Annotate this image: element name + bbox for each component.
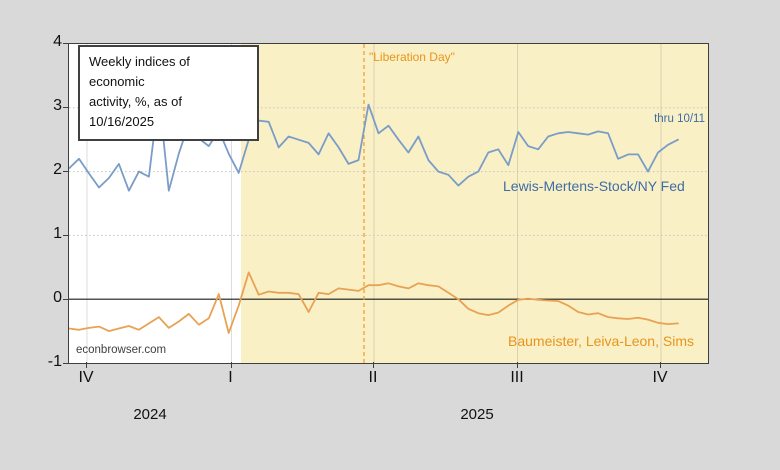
x-tick-mark xyxy=(517,362,518,368)
x-tick-mark xyxy=(86,362,87,368)
x-tick-label: I xyxy=(228,369,233,386)
thru-date-note: thru 10/11 xyxy=(654,113,705,125)
orange-series-line xyxy=(69,271,679,334)
x-tick-label: IV xyxy=(652,369,668,386)
x-tick-mark xyxy=(373,362,374,368)
title-line-2: activity, %, as of 10/16/2025 xyxy=(89,94,182,130)
y-tick-label: 4 xyxy=(53,33,62,50)
y-tick-label: 1 xyxy=(53,225,62,242)
y-tick-mark xyxy=(63,235,68,236)
x-tick-label: IV xyxy=(78,369,94,386)
year-label: 2025 xyxy=(460,406,494,423)
y-tick-label: -1 xyxy=(47,353,62,370)
title-line-1: Weekly indices of economic xyxy=(89,54,190,90)
y-tick-label: 0 xyxy=(53,289,62,306)
x-tick-label: II xyxy=(368,369,378,386)
series-label-nyfed: Lewis-Mertens-Stock/NY Fed xyxy=(503,178,685,194)
watermark-econbrowser: econbrowser.com xyxy=(76,344,167,356)
series-label-bls: Baumeister, Leiva-Leon, Sims xyxy=(508,333,694,349)
plot-area xyxy=(68,43,709,364)
y-tick-mark xyxy=(63,171,68,172)
y-tick-mark xyxy=(63,43,68,44)
x-tick-mark xyxy=(230,362,232,368)
y-tick-label: 3 xyxy=(53,97,62,114)
chart-svg xyxy=(69,44,708,363)
y-tick-mark xyxy=(63,363,68,364)
year-label: 2024 xyxy=(133,406,167,423)
x-tick-mark xyxy=(660,362,661,368)
liberation-day-label: "Liberation Day" xyxy=(369,50,455,64)
y-tick-mark xyxy=(63,107,68,108)
y-tick-mark xyxy=(63,299,68,300)
shaded-region-2025 xyxy=(241,44,708,363)
horizontal-gridlines xyxy=(69,107,708,236)
x-tick-label: III xyxy=(510,369,524,386)
title-box: Weekly indices of economic activity, %, … xyxy=(78,45,259,141)
y-tick-label: 2 xyxy=(53,161,62,178)
blue-series-line xyxy=(69,94,679,192)
